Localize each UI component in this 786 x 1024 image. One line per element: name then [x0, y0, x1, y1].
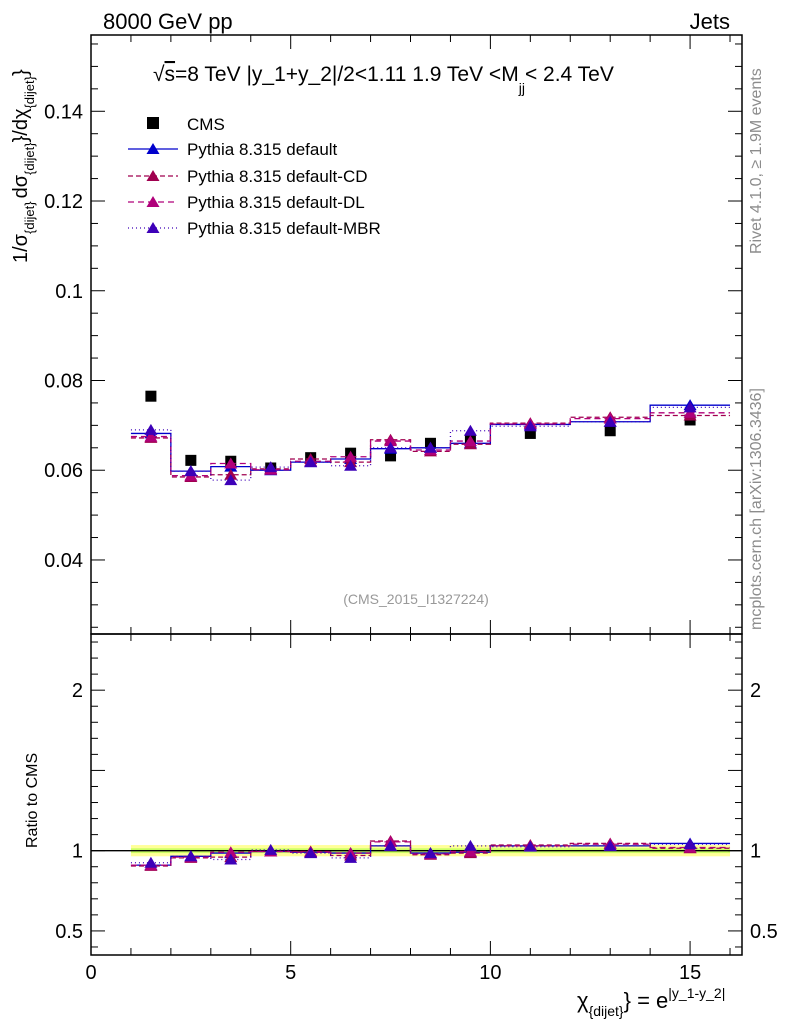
ratio-line-mbr [130, 843, 731, 864]
series-default [130, 399, 731, 477]
series-point-mbr [184, 465, 198, 477]
series-line-dl [130, 412, 731, 477]
series-point-mbr [683, 401, 697, 413]
x-tick-label: 0 [85, 962, 96, 984]
x-tick-labels: 0 5 10 15 [85, 962, 701, 984]
ratio-point-mbr [224, 853, 238, 865]
legend-marker-cms [147, 117, 159, 129]
ratio-point-mbr [384, 839, 398, 851]
legend-marker-cd [146, 170, 160, 181]
ratio-y-tick-label-right: 0.5 [750, 921, 778, 943]
series-point-dl [344, 450, 358, 462]
ratio-point-mbr [423, 847, 437, 859]
series-mbr [130, 401, 731, 486]
series-point-mbr [423, 441, 437, 453]
series-point-mbr [144, 423, 158, 435]
ratio-y-tick-label: 2 [72, 680, 83, 702]
legend-label-cd: Pythia 8.315 default-CD [187, 167, 368, 186]
cms-point [145, 390, 157, 402]
title-text1: =8 TeV |y_1+y_2|/2<1.11 1.9 TeV <M [175, 63, 519, 86]
ratio-series-group [130, 835, 731, 871]
ratio-point-mbr [144, 856, 158, 868]
rivet-version-label: Rivet 4.1.0, ≥ 1.9M events [748, 68, 765, 254]
legend-label-default: Pythia 8.315 default [187, 140, 338, 159]
cms-point [385, 450, 397, 462]
series-point-mbr [463, 424, 477, 436]
ratio-axis-ticks [90, 634, 742, 955]
main-y-tick-label: 0.12 [44, 191, 83, 213]
legend-label-dl: Pythia 8.315 default-DL [187, 193, 365, 212]
legend-marker-mbr [146, 222, 160, 233]
x-tick-label: 15 [679, 962, 701, 984]
ratio-point-dl [224, 846, 238, 858]
cms-point [604, 425, 616, 437]
series-point-dl [384, 435, 398, 447]
ratio-point-mbr [344, 851, 358, 863]
main-y-axis-label: 1/σ{dijet}dσ{dijet}}/dχ{dijet}} [10, 69, 37, 263]
x-axis-label: χ{dijet}} = e|y_1-y_2| [577, 985, 725, 1019]
main-title: √s=8 TeV |y_1+y_2|/2<1.11 1.9 TeV <Mjj< … [153, 63, 614, 96]
main-y-tick-label: 0.08 [44, 370, 83, 392]
legend-label-mbr: Pythia 8.315 default-MBR [187, 219, 381, 238]
x-tick-label: 10 [479, 962, 501, 984]
ratio-y-tick-label-right: 1 [750, 841, 761, 863]
ratio-point-mbr [523, 840, 537, 852]
ratio-point-mbr [304, 847, 318, 859]
title-text2: < 2.4 TeV [525, 63, 614, 86]
ratio-point-dl [463, 845, 477, 857]
ratio-point-mbr [264, 843, 278, 855]
mcplots-label: mcplots.cern.ch [arXiv:1306.3436] [748, 388, 765, 630]
series-point-mbr [384, 441, 398, 453]
series-point-dl [463, 435, 477, 447]
series-line-mbr [130, 406, 731, 481]
cms-point [524, 427, 536, 439]
series-point-dl [224, 457, 238, 469]
series-point-dl [144, 430, 158, 442]
main-series-group [130, 390, 731, 486]
ratio-y-tick-labels: 0.5 0.5 1 1 2 2 [55, 680, 778, 943]
legend-marker-default [146, 143, 160, 154]
series-point-mbr [603, 415, 617, 427]
legend-marker-dl [146, 196, 160, 207]
series-point-mbr [344, 459, 358, 471]
legend: CMS Pythia 8.315 default Pythia 8.315 de… [128, 115, 381, 238]
ratio-line-dl [130, 841, 731, 866]
main-y-tick-labels: 0.04 0.06 0.08 0.1 0.12 0.14 [44, 101, 83, 572]
series-cms [145, 390, 696, 474]
ratio-y-tick-label-right: 2 [750, 680, 761, 702]
ratio-panel-frame [90, 633, 743, 956]
ratio-point-mbr [184, 850, 198, 862]
main-axis-ticks [90, 35, 742, 634]
title-sqrt: √ [153, 63, 165, 86]
x-tick-label: 5 [285, 962, 296, 984]
ratio-y-tick-label: 1 [72, 841, 83, 863]
ratio-point-mbr [463, 839, 477, 851]
analysis-watermark: (CMS_2015_I1327224) [343, 591, 489, 607]
header-energy: 8000 GeV pp [103, 9, 233, 34]
ratio-y-axis-label: Ratio to CMS [24, 753, 41, 848]
series-point-mbr [523, 420, 537, 432]
main-y-tick-label: 0.06 [44, 460, 83, 482]
legend-label-cms: CMS [187, 115, 225, 134]
main-y-tick-label: 0.1 [55, 281, 83, 303]
header-process: Jets [690, 9, 730, 34]
main-y-tick-label: 0.04 [44, 550, 83, 572]
title-sub: jj [518, 80, 525, 96]
main-y-tick-label: 0.14 [44, 101, 83, 123]
ratio-y-tick-label: 0.5 [55, 921, 83, 943]
ratio-line-cd [130, 840, 731, 867]
series-point-mbr [304, 456, 318, 468]
title-s: s [165, 63, 176, 86]
series-point-mbr [224, 474, 238, 486]
ratio-point-mbr [683, 838, 697, 850]
series-point-mbr [264, 461, 278, 473]
cms-point [185, 454, 197, 466]
ratio-point-mbr [603, 839, 617, 851]
ratio-series-mbr [130, 838, 731, 868]
